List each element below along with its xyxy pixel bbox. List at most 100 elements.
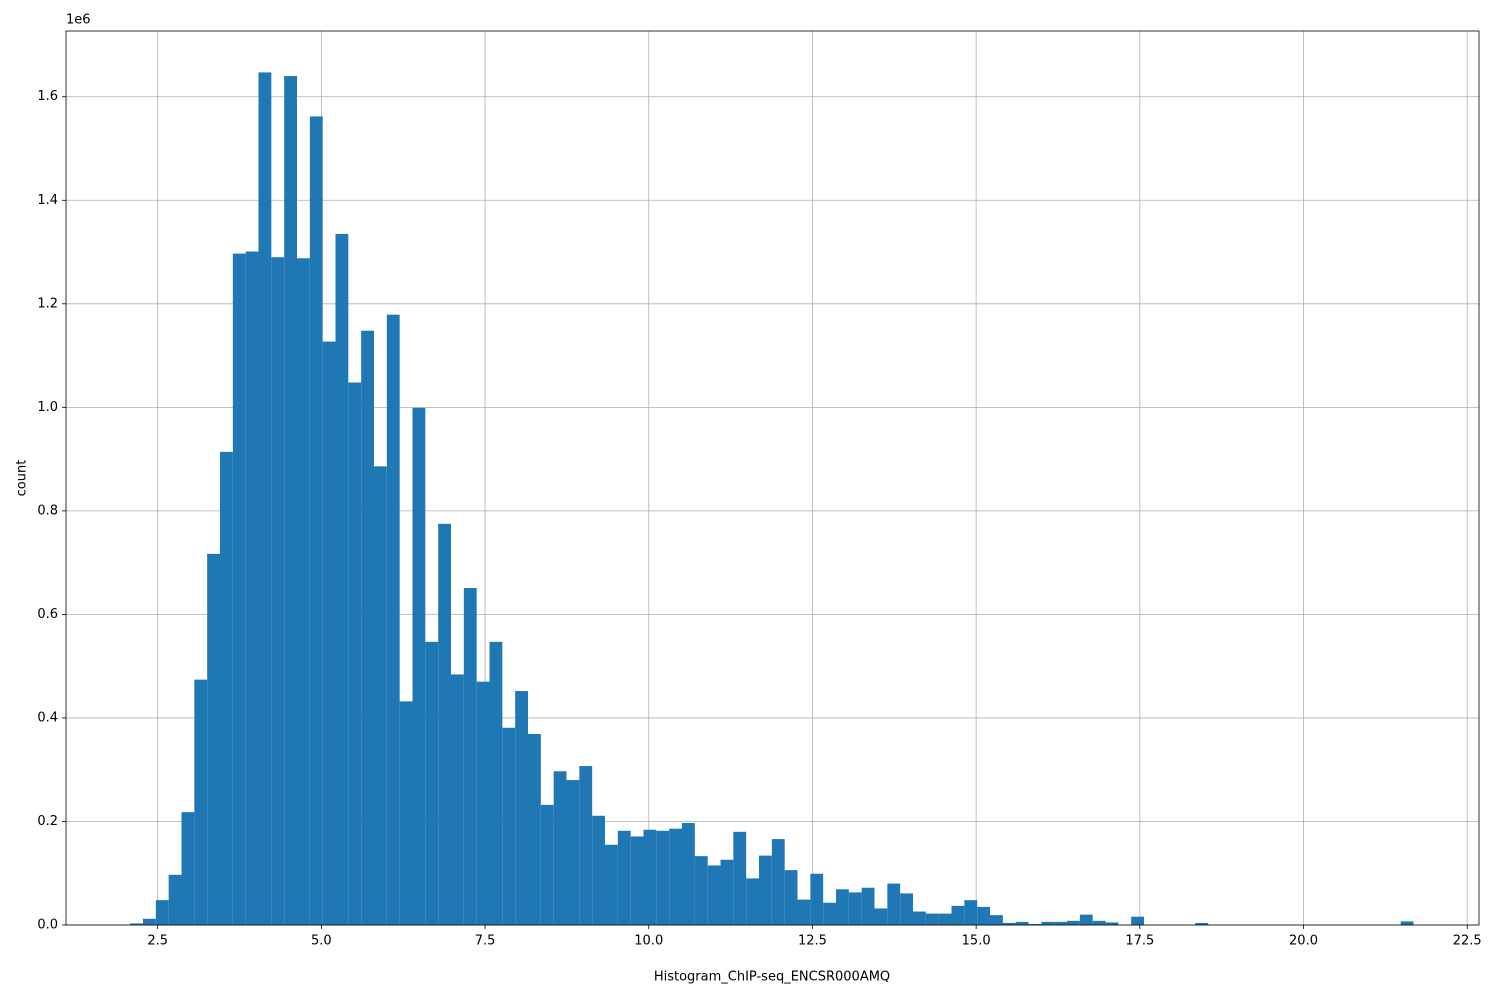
y-tick-label: 1.6: [37, 89, 58, 104]
bar: [284, 76, 298, 925]
bar: [592, 815, 606, 925]
bar: [181, 812, 195, 925]
bar: [245, 251, 259, 926]
y-tick-label: 0.0: [37, 918, 58, 933]
x-tick-label: 10.0: [634, 934, 663, 949]
bar: [605, 844, 618, 925]
bar: [784, 870, 798, 925]
bar: [887, 883, 901, 925]
bar: [990, 915, 1003, 925]
bar: [451, 674, 464, 925]
bar: [797, 899, 811, 925]
bar: [771, 839, 785, 925]
bar: [540, 804, 554, 925]
bar: [502, 727, 516, 925]
bar: [925, 913, 939, 925]
y-tick-label: 0.6: [37, 607, 58, 622]
bar: [1054, 921, 1068, 925]
x-tick-label: 20.0: [1289, 934, 1318, 949]
x-tick-label: 7.5: [475, 934, 496, 949]
y-tick-label: 1.2: [37, 296, 58, 311]
bar: [823, 902, 837, 925]
bar: [951, 905, 965, 925]
bar: [874, 908, 888, 925]
bar: [861, 887, 875, 925]
bar: [207, 553, 221, 925]
bar: [168, 874, 182, 925]
bar: [425, 641, 439, 925]
bar: [348, 382, 362, 926]
bar: [1105, 922, 1119, 925]
bar: [682, 823, 695, 925]
bar: [630, 836, 644, 925]
bar: [155, 900, 169, 925]
bar: [361, 330, 375, 925]
x-tick-label: 15.0: [962, 934, 991, 949]
bar: [566, 780, 580, 925]
bar: [848, 892, 862, 925]
x-tick-label: 17.5: [1125, 934, 1154, 949]
y-axis-label: count: [15, 460, 30, 497]
bar: [1028, 923, 1042, 925]
bar: [720, 859, 734, 925]
bar: [374, 466, 387, 925]
x-tick-label: 5.0: [311, 934, 332, 949]
bar: [1131, 916, 1145, 925]
x-tick-label: 12.5: [798, 934, 827, 949]
plot-frame: [65, 30, 1480, 926]
bar: [964, 900, 978, 925]
bar: [386, 314, 400, 925]
bar: [810, 873, 824, 925]
bar: [707, 865, 721, 925]
bar: [1092, 920, 1106, 925]
bar: [733, 831, 747, 925]
bar: [617, 830, 631, 925]
bar: [1067, 920, 1080, 925]
y-tick-label: 1.0: [37, 400, 58, 415]
x-axis-label: Histogram_ChIP-seq_ENCSR000AMQ: [654, 970, 890, 985]
bar: [271, 257, 285, 925]
bar: [309, 116, 323, 926]
bar: [977, 906, 991, 925]
bar: [1400, 921, 1414, 925]
bar: [220, 451, 233, 925]
bar: [1015, 921, 1029, 925]
bar: [1002, 922, 1016, 925]
bar: [515, 691, 529, 925]
bar: [669, 828, 683, 925]
bar: [232, 253, 246, 925]
y-offset-label: 1e6: [66, 13, 91, 28]
bar: [694, 856, 708, 925]
bar: [579, 766, 593, 925]
bar: [194, 679, 208, 925]
bar: [938, 913, 952, 925]
bar: [412, 407, 426, 926]
bar: [297, 258, 310, 925]
bar: [656, 830, 670, 925]
bar: [399, 701, 413, 925]
bar: [258, 72, 272, 926]
bar: [643, 829, 657, 925]
y-tick-label: 0.8: [37, 503, 58, 518]
bar: [913, 911, 926, 925]
bar: [759, 855, 772, 925]
x-tick-label: 22.5: [1453, 934, 1482, 949]
bar: [1079, 914, 1093, 925]
bar: [836, 889, 849, 925]
bar: [438, 523, 452, 925]
bar: [463, 588, 477, 925]
x-tick-label: 2.5: [147, 934, 168, 949]
bar: [489, 641, 503, 925]
bar: [322, 341, 336, 925]
y-tick-label: 1.4: [37, 193, 58, 208]
bar: [130, 923, 144, 925]
bar: [746, 878, 760, 925]
bar: [528, 733, 541, 925]
bar: [335, 233, 349, 926]
bar: [553, 771, 567, 925]
bar: [1041, 921, 1055, 925]
bar: [1195, 922, 1209, 925]
bar: [900, 893, 914, 925]
bar: [476, 681, 490, 925]
